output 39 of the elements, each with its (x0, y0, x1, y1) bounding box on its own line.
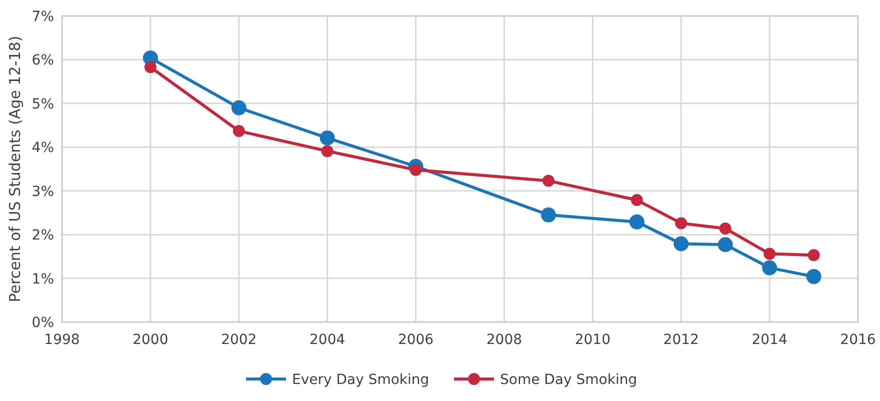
point (540, 207, 556, 222)
y-tick-label: 5% (32, 96, 54, 112)
y-tick-label: 0% (32, 315, 54, 331)
point (718, 237, 733, 252)
legend-label: Some Day Smoking (500, 372, 638, 388)
point (764, 248, 776, 260)
x-tick-label: 2002 (221, 332, 257, 348)
y-tick-label: 7% (32, 9, 54, 25)
y-tick-label: 4% (32, 140, 54, 156)
point (675, 217, 688, 230)
x-tick-label: 2010 (574, 332, 610, 348)
point (719, 222, 732, 234)
y-axis-title: Percent of US Students (Age 12-18) (6, 36, 24, 302)
x-tick-label: 2006 (398, 332, 434, 348)
point (320, 130, 335, 146)
x-tick-label: 2008 (486, 332, 522, 348)
point (542, 174, 554, 187)
y-tick-label: 1% (32, 271, 54, 288)
point (630, 194, 643, 206)
y-tick-label: 2% (32, 228, 54, 244)
point (808, 249, 820, 262)
x-tick-label: 2012 (663, 332, 699, 348)
point (629, 214, 644, 230)
point (410, 164, 422, 176)
x-tick-label: 2014 (752, 332, 788, 348)
x-tick-label: 2000 (132, 332, 168, 348)
y-tick-label: 6% (32, 52, 54, 69)
x-tick-label: 2016 (840, 332, 876, 348)
point (762, 260, 778, 276)
y-tick-label: 3% (32, 184, 54, 200)
point (806, 269, 822, 284)
legend-label: Every Day Smoking (292, 372, 430, 388)
point (232, 124, 245, 137)
point (321, 145, 334, 158)
point (231, 100, 246, 116)
x-tick-label: 1998 (44, 332, 80, 348)
point (144, 61, 156, 74)
point (674, 236, 689, 252)
x-tick-label: 2004 (310, 332, 346, 348)
